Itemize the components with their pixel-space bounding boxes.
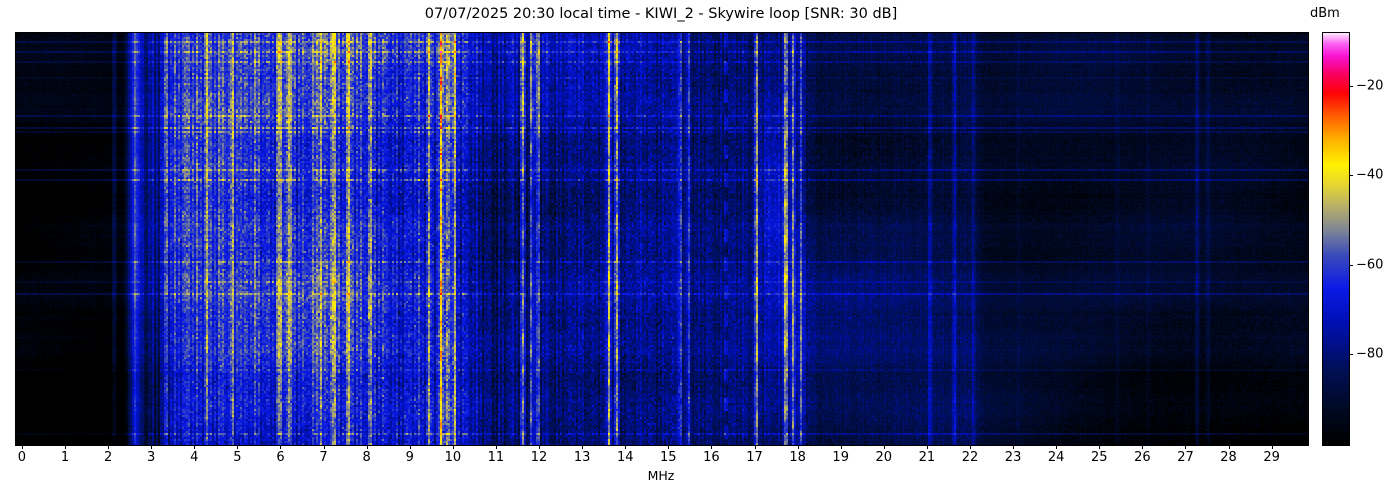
x-tick-mark xyxy=(539,445,541,449)
x-tick-label: 26 xyxy=(1134,450,1151,465)
x-tick-label: 16 xyxy=(703,450,720,465)
x-tick-mark xyxy=(625,445,627,449)
x-tick-mark xyxy=(1056,445,1058,449)
x-tick-mark xyxy=(1271,445,1273,449)
x-tick-label: 2 xyxy=(103,450,113,465)
waterfall-heatmap-canvas[interactable] xyxy=(16,33,1308,445)
x-tick-mark xyxy=(754,445,756,449)
x-tick-label: 28 xyxy=(1220,450,1237,465)
x-tick-label: 23 xyxy=(1004,450,1022,465)
x-tick-mark xyxy=(1013,445,1015,449)
x-tick-mark xyxy=(1142,445,1144,449)
x-tick-label: 5 xyxy=(233,450,242,465)
colorbar-tick-mark xyxy=(1349,264,1353,266)
x-tick-mark xyxy=(797,445,799,449)
x-tick-mark xyxy=(1099,445,1101,449)
x-tick-mark xyxy=(926,445,928,449)
colorbar[interactable] xyxy=(1322,32,1350,446)
x-tick-mark xyxy=(840,445,842,449)
x-axis-label: MHz xyxy=(647,468,675,483)
colorbar-tick-mark xyxy=(1349,354,1353,356)
x-tick-label: 10 xyxy=(444,450,462,465)
x-tick-label: 17 xyxy=(746,450,763,465)
colorbar-tick-label: −20 xyxy=(1356,78,1384,94)
x-tick-mark xyxy=(409,445,411,449)
x-tick-label: 8 xyxy=(362,450,371,465)
x-tick-mark xyxy=(64,445,66,449)
colorbar-tick-label: −80 xyxy=(1356,346,1384,362)
x-tick-label: 1 xyxy=(60,450,70,465)
x-tick-mark xyxy=(969,445,971,449)
x-tick-label: 18 xyxy=(789,450,806,465)
colorbar-title: dBm xyxy=(1310,6,1340,21)
waterfall-plot-area[interactable] xyxy=(15,32,1309,446)
x-tick-label: 7 xyxy=(319,450,328,465)
x-tick-mark xyxy=(452,445,454,449)
x-tick-mark xyxy=(237,445,239,449)
x-tick-label: 25 xyxy=(1090,450,1108,465)
x-tick-label: 6 xyxy=(276,450,285,465)
x-tick-label: 11 xyxy=(487,450,505,465)
page-title: 07/07/2025 20:30 local time - KIWI_2 - S… xyxy=(424,6,898,22)
x-tick-mark xyxy=(151,445,153,449)
x-tick-mark xyxy=(1228,445,1230,449)
x-tick-mark xyxy=(711,445,713,449)
x-tick-label: 4 xyxy=(190,450,199,465)
x-tick-mark xyxy=(280,445,282,449)
x-axis: 0 1 2 3 4 5 6 7 8 9 10 11 12 13 14 15 16 17 18 19 20 21 22 23 24… xyxy=(15,445,1309,467)
colorbar-canvas xyxy=(1323,33,1349,445)
x-tick-mark xyxy=(323,445,325,449)
colorbar-tick-mark xyxy=(1349,175,1353,177)
x-tick-label: 3 xyxy=(147,450,156,465)
x-tick-mark xyxy=(366,445,368,449)
x-tick-label: 19 xyxy=(832,450,849,465)
x-tick-label: 0 xyxy=(17,450,27,465)
x-tick-label: 22 xyxy=(961,450,979,465)
x-tick-mark xyxy=(21,445,23,449)
x-tick-mark xyxy=(668,445,670,449)
x-tick-mark xyxy=(495,445,497,449)
x-tick-label: 20 xyxy=(875,450,893,465)
x-tick-label: 13 xyxy=(573,450,591,465)
x-tick-mark xyxy=(108,445,110,449)
x-tick-mark xyxy=(194,445,196,449)
x-tick-label: 14 xyxy=(616,450,634,465)
colorbar-tick-label: −40 xyxy=(1356,167,1384,183)
x-tick-label: 27 xyxy=(1177,450,1194,465)
x-tick-label: 12 xyxy=(530,450,548,465)
x-tick-label: 9 xyxy=(405,450,414,465)
x-tick-mark xyxy=(883,445,885,449)
x-tick-label: 29 xyxy=(1263,450,1280,465)
x-tick-mark xyxy=(582,445,584,449)
colorbar-tick-mark xyxy=(1349,85,1353,87)
x-tick-label: 24 xyxy=(1047,450,1065,465)
x-tick-label: 21 xyxy=(918,450,936,465)
x-tick-mark xyxy=(1185,445,1187,449)
x-tick-label: 15 xyxy=(660,450,677,465)
colorbar-tick-label: −60 xyxy=(1356,257,1384,273)
